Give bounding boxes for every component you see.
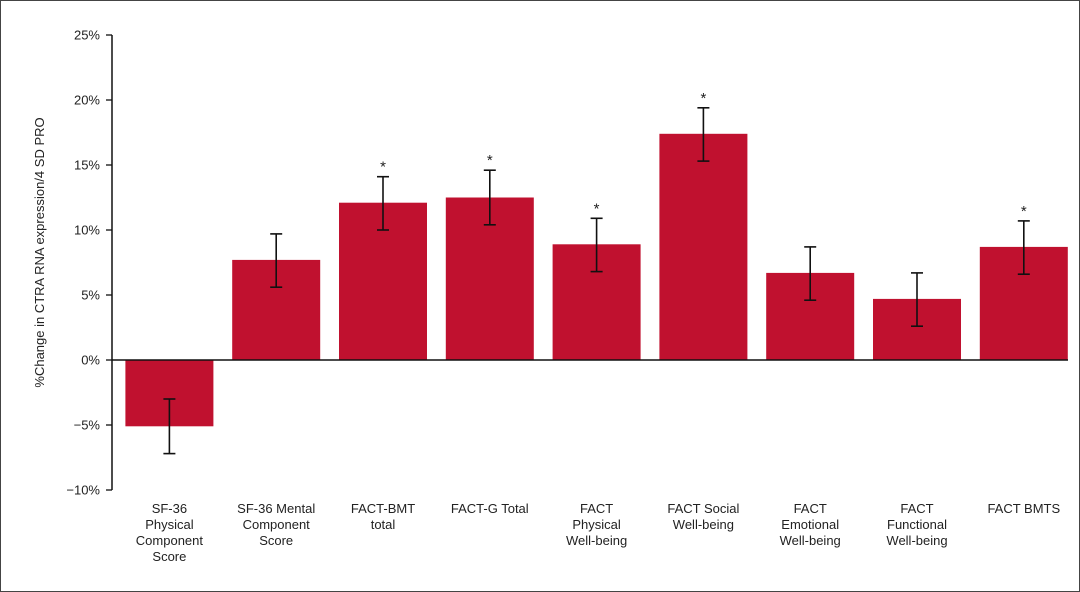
category-label-line: Physical (145, 517, 194, 532)
category-label-line: Well-being (566, 533, 627, 548)
category-label: FACT BMTS (987, 501, 1060, 516)
category-label-line: FACT-BMT (351, 501, 415, 516)
category-label-line: Physical (572, 517, 621, 532)
category-label-line: FACT BMTS (987, 501, 1060, 516)
y-axis-label: %Change in CTRA RNA expression/4 SD PRO (32, 117, 47, 387)
category-label: FACT Physical Well-being (566, 501, 627, 548)
y-axis: −10% −5% 0% 5% 10% 15% 20% 25% (66, 28, 113, 498)
category-label: SF-36 Physical Component Score (136, 501, 204, 564)
bars (125, 133, 1068, 427)
category-label: FACT-G Total (451, 501, 529, 516)
category-label-line: total (371, 517, 396, 532)
category-label-line: Score (259, 533, 293, 548)
category-label: FACT Social Well-being (667, 501, 739, 532)
y-tick-label: 15% (74, 158, 100, 173)
category-label: FACT-BMT total (351, 501, 415, 532)
category-label-line: SF-36 Mental (237, 501, 315, 516)
y-tick-label: 10% (74, 223, 100, 238)
category-label: FACT Functional Well-being (886, 501, 947, 548)
category-label-line: FACT (794, 501, 827, 516)
error-bars (163, 107, 1030, 455)
significance-star: * (1021, 203, 1027, 220)
category-label-line: Well-being (673, 517, 734, 532)
category-label-line: FACT Social (667, 501, 739, 516)
y-tick-label: −5% (74, 418, 101, 433)
category-label-line: Functional (887, 517, 947, 532)
category-label-line: FACT (580, 501, 613, 516)
bar (659, 133, 748, 360)
y-tick-label: 25% (74, 28, 100, 43)
category-label-line: FACT (900, 501, 933, 516)
category-label-line: Score (152, 549, 186, 564)
significance-star: * (487, 152, 493, 169)
category-label-line: Component (243, 517, 311, 532)
category-label-line: Component (136, 533, 204, 548)
y-tick-label: −10% (66, 483, 100, 498)
category-label-line: Well-being (886, 533, 947, 548)
category-label: SF-36 Mental Component Score (237, 501, 315, 548)
y-tick-label: 20% (74, 93, 100, 108)
y-tick-label: 5% (81, 288, 100, 303)
significance-star: * (380, 159, 386, 176)
category-label-line: FACT-G Total (451, 501, 529, 516)
category-label-line: Well-being (780, 533, 841, 548)
significance-markers: * * * * * (380, 90, 1027, 220)
category-label-line: Emotional (781, 517, 839, 532)
category-label: FACT Emotional Well-being (780, 501, 841, 548)
category-label-line: SF-36 (152, 501, 187, 516)
y-tick-label: 0% (81, 353, 100, 368)
significance-star: * (594, 200, 600, 217)
significance-star: * (700, 90, 706, 107)
